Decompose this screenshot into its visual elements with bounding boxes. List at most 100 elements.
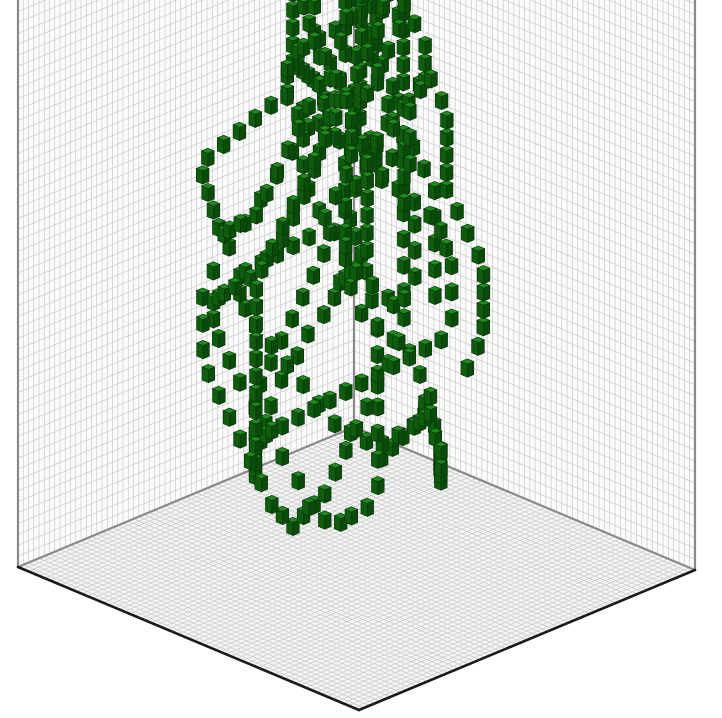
grid-line: [275, 459, 617, 604]
grid-line: [254, 468, 596, 612]
voxel: [439, 238, 454, 258]
voxel-right-face: [335, 465, 342, 482]
voxel-left-face: [344, 425, 352, 443]
voxel-right-face: [345, 10, 353, 27]
voxel-right-face: [303, 175, 311, 193]
voxel-right-face: [298, 121, 306, 138]
voxel-right-face: [260, 475, 268, 493]
voxel-right-face: [218, 388, 226, 405]
voxel-right-face: [281, 418, 289, 436]
voxel: [370, 423, 385, 443]
voxel-right-face: [255, 421, 263, 438]
voxel-right-face: [361, 306, 369, 323]
voxel-right-face: [335, 188, 343, 206]
voxel: [386, 295, 401, 315]
voxel-left-face: [222, 410, 230, 427]
voxel: [254, 260, 269, 280]
voxel: [407, 267, 422, 287]
voxel-left-face: [291, 410, 299, 427]
voxel-right-face: [287, 357, 294, 375]
voxel-left-face: [249, 368, 257, 386]
voxel: [439, 145, 454, 165]
voxel-right-face: [356, 264, 364, 282]
grid-line: [555, 0, 696, 59]
grid-line: [33, 433, 371, 575]
voxel-right-face: [409, 350, 417, 367]
voxel-right-face: [367, 86, 374, 104]
voxel: [306, 399, 322, 419]
voxel-right-face: [334, 290, 342, 307]
grid-line: [17, 0, 178, 67]
voxel-right-face: [297, 410, 305, 427]
voxel: [248, 366, 264, 386]
voxel: [444, 256, 459, 276]
voxel: [359, 397, 375, 417]
voxel-left-face: [360, 500, 368, 517]
voxel-left-face: [249, 420, 257, 438]
voxel-left-face: [403, 156, 411, 174]
voxel: [423, 404, 438, 424]
voxel-left-face: [408, 217, 416, 234]
grid-line: [451, 0, 696, 103]
voxel: [264, 420, 279, 440]
voxel-right-face: [403, 195, 411, 212]
voxel: [397, 288, 412, 308]
voxel: [248, 383, 264, 403]
voxel-left-face: [312, 203, 320, 221]
voxel: [355, 0, 369, 5]
voxel: [195, 339, 211, 360]
voxel-right-face: [387, 97, 395, 114]
voxel: [407, 214, 422, 234]
voxel-right-face: [202, 167, 210, 185]
voxel: [211, 385, 227, 405]
voxel-right-face: [377, 319, 385, 336]
voxel-left-face: [360, 86, 368, 104]
voxel-right-face: [329, 393, 337, 410]
floor-back-right-edge: [352, 425, 697, 572]
voxel: [354, 303, 369, 323]
grid-line: [17, 0, 99, 34]
voxel-right-face: [308, 16, 316, 34]
voxel-left-face: [391, 427, 399, 445]
voxel: [338, 0, 352, 11]
voxel-right-face: [308, 499, 316, 517]
voxel-left-face: [297, 0, 305, 16]
voxel-left-face: [255, 262, 263, 280]
voxel: [338, 235, 353, 256]
voxel-left-face: [212, 331, 220, 349]
grid-line: [222, 481, 564, 626]
voxel-left-face: [307, 34, 315, 51]
voxel-left-face: [402, 350, 410, 367]
voxel-right-face: [356, 421, 364, 439]
voxel-right-face: [441, 93, 449, 111]
voxel-right-face: [377, 452, 385, 469]
voxel-left-face: [440, 130, 448, 148]
voxel-right-face: [409, 130, 417, 148]
voxel-left-face: [196, 342, 204, 360]
voxel-right-face: [446, 182, 454, 200]
voxel-left-face: [418, 38, 426, 56]
voxel: [359, 223, 375, 243]
voxel-left-face: [428, 288, 436, 306]
voxel: [423, 69, 439, 89]
voxel-right-face: [371, 292, 379, 310]
voxel: [370, 364, 385, 384]
grid-line: [17, 0, 126, 45]
voxel-right-face: [483, 319, 490, 337]
voxel: [349, 262, 364, 282]
voxel-right-face: [256, 299, 263, 317]
voxel: [418, 338, 433, 359]
voxel: [280, 59, 295, 79]
grid-line: [135, 475, 472, 617]
voxel-left-face: [413, 82, 421, 100]
voxel-left-face: [249, 403, 257, 421]
voxel-left-face: [471, 339, 479, 356]
grid-line: [301, 448, 643, 593]
voxel-left-face: [206, 263, 214, 281]
voxel-right-face: [335, 71, 343, 88]
voxel-left-face: [201, 185, 209, 203]
grid-line: [177, 493, 514, 635]
grid-line: [17, 0, 230, 89]
voxel: [397, 0, 411, 14]
voxel-left-face: [397, 142, 405, 160]
